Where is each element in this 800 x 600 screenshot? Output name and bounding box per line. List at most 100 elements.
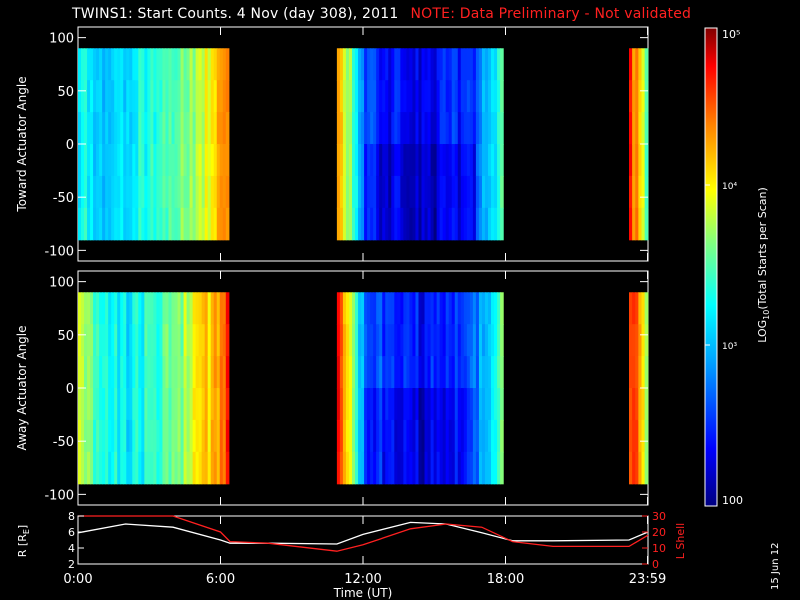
heatmap-cell (225, 175, 230, 209)
heatmap-cell (488, 144, 492, 177)
heatmap-cell (342, 324, 347, 357)
heatmap-cell (198, 48, 203, 81)
heatmap-cell (439, 80, 444, 113)
heatmap-cell (358, 388, 362, 421)
heatmap-cell (427, 48, 432, 81)
heatmap-cell (345, 451, 350, 485)
heatmap-cell (494, 48, 498, 81)
heatmap-cell (373, 356, 377, 389)
heatmap-cell (632, 207, 636, 241)
heatmap-cell (481, 324, 486, 357)
heatmap-cell (638, 388, 643, 421)
heatmap-cell (99, 207, 103, 241)
heatmap-cell (138, 292, 142, 325)
heatmap-cell (463, 356, 468, 389)
heatmap-cell (348, 80, 353, 113)
heatmap-cell (207, 419, 212, 453)
heatmap-cell (629, 292, 633, 325)
heatmap-cell (165, 324, 170, 357)
heatmap-cell (336, 207, 341, 241)
heatmap-cell (165, 451, 170, 485)
heatmap-cell (644, 144, 649, 177)
heatmap-cell (225, 451, 230, 485)
heatmap-cell (111, 324, 115, 357)
heatmap-cell (201, 175, 206, 209)
heatmap-cell (472, 48, 477, 81)
heatmap-cell (632, 419, 636, 453)
heatmap-cell (225, 112, 230, 145)
heatmap-cell (388, 144, 392, 177)
heatmap-cell (162, 144, 167, 177)
heatmap-cell (123, 388, 127, 421)
heatmap-cell (415, 112, 420, 145)
heatmap-cell (629, 324, 633, 357)
heatmap-cell (165, 80, 170, 113)
heatmap-cell (463, 292, 468, 325)
heatmap-cell (644, 292, 649, 325)
heatmap-cell (345, 207, 350, 241)
heatmap-cell (403, 388, 407, 421)
heatmap-cell (210, 419, 215, 453)
heatmap-cell (641, 144, 646, 177)
heatmap-cell (436, 48, 441, 81)
heatmap-cell (348, 292, 353, 325)
heatmap-cell (358, 80, 362, 113)
heatmap-cell (201, 324, 206, 357)
heatmap-cell (406, 112, 411, 145)
heatmap-cell (397, 324, 401, 357)
heatmap-cell (180, 207, 185, 241)
heatmap-cell (336, 388, 341, 421)
heatmap-cell (484, 207, 489, 241)
heatmap-cell (192, 80, 197, 113)
heatmap-cell (478, 80, 483, 113)
heatmap-cell (364, 388, 368, 421)
heatmap-cell (147, 207, 151, 241)
heatmap-cell (445, 48, 450, 81)
ytick-label: -50 (53, 191, 74, 206)
heatmap-cell (336, 419, 341, 453)
heatmap-cell (409, 207, 414, 241)
heatmap-cell (108, 356, 112, 389)
heatmap-cell (448, 80, 453, 113)
heatmap-cell (123, 419, 127, 453)
heatmap-cell (391, 419, 395, 453)
heatmap-cell (123, 451, 127, 485)
heatmap-cell (475, 388, 480, 421)
heatmap-cell (108, 292, 112, 325)
heatmap-cell (150, 356, 155, 389)
heatmap-cell (204, 356, 209, 389)
ytick-label: 50 (57, 85, 74, 100)
heatmap-cell (367, 451, 371, 485)
heatmap-cell (102, 292, 106, 325)
heatmap-cell (400, 451, 404, 485)
heatmap-cell (391, 292, 395, 325)
heatmap-cell (213, 144, 218, 177)
heatmap-cell (494, 80, 498, 113)
heatmap-cell (481, 175, 486, 209)
heatmap-cell (497, 144, 501, 177)
heatmap-cell (494, 388, 498, 421)
heatmap-cell (171, 80, 176, 113)
heatmap-cell (355, 207, 359, 241)
heatmap-cell (162, 324, 167, 357)
heatmap-cell (415, 207, 420, 241)
heatmap-cell (177, 48, 182, 81)
heatmap-cell (345, 356, 350, 389)
heatmap-cell (168, 419, 173, 453)
heatmap-cell (442, 388, 447, 421)
heatmap-cell (469, 356, 474, 389)
heatmap-cell (156, 175, 161, 209)
heatmap-cell (463, 112, 468, 145)
heatmap-cell (117, 207, 121, 241)
heatmap-cell (168, 451, 173, 485)
heatmap-cell (78, 388, 82, 421)
heatmap-cell (111, 144, 115, 177)
title-note: NOTE: Data Preliminary - Not validated (410, 6, 692, 22)
heatmap-cell (355, 175, 359, 209)
heatmap-cell (397, 356, 401, 389)
heatmap-cell (204, 324, 209, 357)
orbit-yaxis-right: 30 20 10 0 (642, 510, 666, 571)
heatmap-cell (84, 175, 88, 209)
ytick-label: 2 (68, 558, 75, 571)
heatmap-cell (433, 292, 438, 325)
